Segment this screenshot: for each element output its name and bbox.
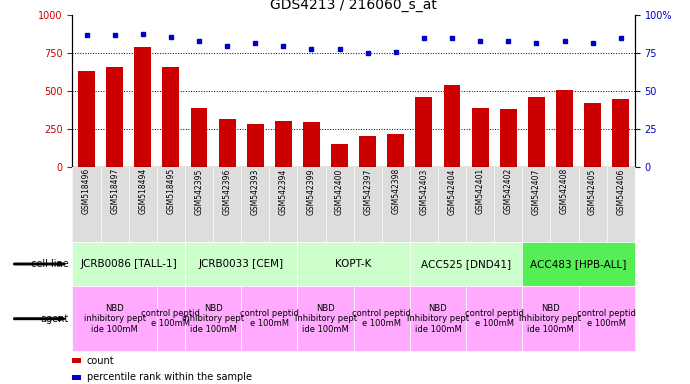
Text: GSM542407: GSM542407	[532, 168, 541, 215]
Text: GSM542394: GSM542394	[279, 168, 288, 215]
Text: KOPT-K: KOPT-K	[335, 259, 372, 269]
Bar	[219, 119, 235, 167]
Text: GSM542401: GSM542401	[475, 168, 484, 214]
Text: ACC483 [HPB-ALL]: ACC483 [HPB-ALL]	[531, 259, 627, 269]
Text: GSM542404: GSM542404	[448, 168, 457, 215]
Text: GDS4213 / 216060_s_at: GDS4213 / 216060_s_at	[270, 0, 437, 12]
Text: GSM542398: GSM542398	[391, 168, 400, 214]
Bar	[387, 134, 404, 167]
Text: GSM542396: GSM542396	[223, 168, 232, 215]
Text: NBD
inhibitory pept
ide 100mM: NBD inhibitory pept ide 100mM	[182, 304, 244, 334]
Text: GSM542393: GSM542393	[250, 168, 259, 215]
Bar	[444, 85, 460, 167]
Text: GSM542399: GSM542399	[307, 168, 316, 215]
Text: cell line: cell line	[31, 259, 69, 269]
Text: GSM542395: GSM542395	[195, 168, 204, 215]
Bar	[303, 122, 320, 167]
Text: GSM542406: GSM542406	[616, 168, 625, 215]
Bar	[415, 97, 433, 167]
Text: GSM542400: GSM542400	[335, 168, 344, 215]
Bar	[528, 96, 545, 167]
Bar	[556, 90, 573, 167]
Bar	[331, 144, 348, 167]
Text: agent: agent	[41, 314, 69, 324]
Bar	[106, 67, 123, 167]
Text: percentile rank within the sample: percentile rank within the sample	[87, 372, 252, 382]
Bar	[78, 71, 95, 167]
Text: GSM542402: GSM542402	[504, 168, 513, 214]
Text: NBD
inhibitory pept
ide 100mM: NBD inhibitory pept ide 100mM	[407, 304, 469, 334]
Text: JCRB0086 [TALL-1]: JCRB0086 [TALL-1]	[80, 259, 177, 269]
Bar	[275, 121, 292, 167]
Text: GSM518494: GSM518494	[138, 168, 147, 214]
Text: control peptid
e 100mM: control peptid e 100mM	[353, 309, 411, 328]
Bar	[359, 136, 376, 167]
Text: count: count	[87, 356, 115, 366]
Text: ACC525 [DND41]: ACC525 [DND41]	[421, 259, 511, 269]
Text: GSM542408: GSM542408	[560, 168, 569, 214]
Text: NBD
inhibitory pept
ide 100mM: NBD inhibitory pept ide 100mM	[83, 304, 146, 334]
Text: GSM542405: GSM542405	[588, 168, 597, 215]
Text: NBD
inhibitory pept
ide 100mM: NBD inhibitory pept ide 100mM	[295, 304, 357, 334]
Bar	[190, 108, 208, 167]
Text: GSM518496: GSM518496	[82, 168, 91, 214]
Bar	[135, 47, 151, 167]
Bar	[472, 108, 489, 167]
Text: NBD
inhibitory pept
ide 100mM: NBD inhibitory pept ide 100mM	[520, 304, 582, 334]
Text: control peptid
e 100mM: control peptid e 100mM	[240, 309, 299, 328]
Text: control peptid
e 100mM: control peptid e 100mM	[465, 309, 524, 328]
Text: GSM518497: GSM518497	[110, 168, 119, 214]
Text: control peptid
e 100mM: control peptid e 100mM	[141, 309, 200, 328]
Text: GSM542397: GSM542397	[363, 168, 372, 215]
Bar	[584, 103, 601, 167]
Text: JCRB0033 [CEM]: JCRB0033 [CEM]	[199, 259, 284, 269]
Bar	[500, 109, 517, 167]
Text: GSM542403: GSM542403	[420, 168, 428, 215]
Bar	[612, 99, 629, 167]
Bar	[162, 67, 179, 167]
Text: GSM518495: GSM518495	[166, 168, 175, 214]
Bar	[247, 124, 264, 167]
Text: control peptid
e 100mM: control peptid e 100mM	[578, 309, 636, 328]
